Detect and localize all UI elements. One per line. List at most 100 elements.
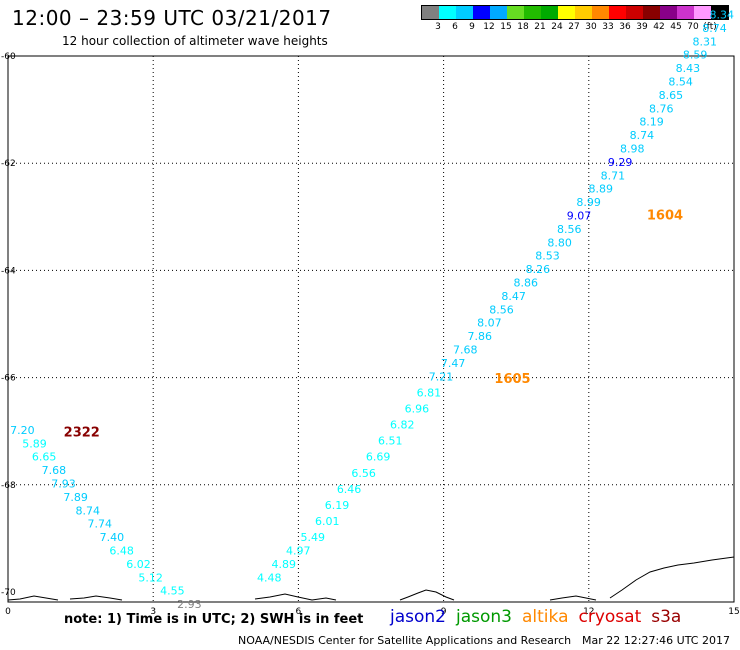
x-axis-tick: 3 [150, 607, 156, 617]
wave-height-point: 7.40 [100, 531, 125, 544]
wave-height-labels: 7.205.896.657.687.937.898.747.747.406.48… [10, 8, 734, 611]
wave-height-point: 4.97 [286, 544, 311, 557]
y-axis-tick: -66 [1, 374, 16, 384]
legend-tick: 42 [653, 22, 665, 32]
wave-height-point: 8.99 [576, 196, 601, 209]
x-axis-tick: 6 [296, 607, 302, 617]
wave-height-point: 8.53 [535, 250, 560, 263]
page-subtitle: 12 hour collection of altimeter wave hei… [62, 34, 328, 48]
wave-height-point: 7.21 [429, 370, 454, 383]
wave-height-point: 6.02 [126, 558, 151, 571]
legend-tick: 24 [551, 22, 563, 32]
wave-height-point: 8.26 [526, 263, 551, 276]
wave-height-point: 6.81 [417, 386, 442, 399]
wave-height-point: 8.54 [668, 75, 693, 88]
wave-height-point: 4.48 [257, 571, 282, 584]
satellite-altika: altika [522, 607, 569, 627]
wave-height-point: 7.86 [468, 330, 493, 343]
wave-height-point: 4.55 [160, 585, 185, 598]
satellite-cryosat: cryosat [578, 607, 642, 627]
legend-color-bar [421, 5, 729, 20]
legend-swatch [575, 6, 592, 19]
track-label: 1604 [647, 208, 683, 223]
legend-swatch [558, 6, 575, 19]
legend-tick: 9 [469, 22, 475, 32]
wave-height-point: 7.74 [88, 518, 113, 531]
wave-height-point: 8.34 [710, 8, 735, 21]
legend-swatch [626, 6, 643, 19]
wave-height-point: 8.76 [649, 102, 674, 115]
wave-height-point: 7.93 [51, 477, 76, 490]
x-axis-tick: 12 [583, 607, 594, 617]
wave-height-point: 9.07 [567, 209, 592, 222]
legend-tick: 21 [534, 22, 546, 32]
map-gridlines [8, 56, 734, 602]
wave-height-point: 6.48 [109, 544, 134, 557]
wave-height-point: 6.96 [405, 402, 430, 415]
wave-height-point: 8.80 [547, 236, 572, 249]
track-label: 2322 [64, 426, 100, 441]
y-axis-tick: -70 [1, 588, 16, 598]
wave-height-point: 8.86 [513, 276, 538, 289]
y-axis-tick: -62 [1, 159, 16, 169]
map-axis-labels: 0 3 6 9 12 15 -60 -62 -64 -66 -68 -70 [1, 52, 740, 617]
coastline [7, 556, 735, 601]
legend-tick: 70 [687, 22, 699, 32]
legend-tick: 30 [585, 22, 597, 32]
satellite-jason3: jason3 [456, 607, 512, 627]
legend-swatch [473, 6, 490, 19]
wave-height-point: 7.68 [42, 464, 67, 477]
legend-swatch [524, 6, 541, 19]
footer-note: note: 1) Time is in UTC; 2) SWH is in fe… [64, 612, 364, 627]
legend-tick: 45 [670, 22, 682, 32]
legend-swatch [422, 6, 439, 19]
map-frame [7, 55, 735, 603]
wave-height-point: 8.65 [659, 89, 684, 102]
wave-height-point: 6.01 [315, 515, 340, 528]
wave-height-point: 8.47 [501, 290, 526, 303]
legend-tick: 12 [483, 22, 495, 32]
legend-swatch [694, 6, 711, 19]
wave-height-point: 5.89 [22, 437, 47, 450]
wave-height-point: 8.19 [639, 116, 664, 129]
wave-height-point: 6.56 [351, 467, 376, 480]
legend-tick: 36 [619, 22, 631, 32]
legend-swatch [541, 6, 558, 19]
legend-swatch [643, 6, 660, 19]
wave-height-point: 8.56 [557, 223, 582, 236]
legend-swatch [711, 6, 728, 19]
legend-swatch [609, 6, 626, 19]
wave-height-point: 8.74 [630, 129, 655, 142]
wave-height-point: 4.89 [271, 558, 296, 571]
y-axis-tick: -68 [1, 481, 16, 491]
wave-height-point: 7.20 [10, 424, 35, 437]
wave-height-point: 7.68 [453, 343, 478, 356]
wave-height-point: 6.65 [32, 451, 57, 464]
wave-height-point: 8.71 [601, 169, 626, 182]
y-axis-tick: -60 [1, 52, 16, 62]
wave-height-point: 8.74 [75, 504, 100, 517]
legend-tick: 39 [636, 22, 648, 32]
wave-height-point: 9.29 [608, 156, 633, 169]
x-axis-tick: 15 [728, 607, 739, 617]
wave-height-point: 8.43 [676, 62, 701, 75]
legend-swatch [677, 6, 694, 19]
track-label: 1605 [494, 372, 530, 387]
wave-height-point: 6.51 [378, 435, 403, 448]
wave-height-point: 6.19 [325, 499, 350, 512]
wave-height-point: 5.49 [301, 531, 326, 544]
legend-swatch [592, 6, 609, 19]
timestamp: Mar 22 12:27:46 UTC 2017 [582, 634, 730, 647]
satellite-legend: jason2 jason3 altika cryosat s3a [390, 607, 691, 627]
wave-height-point: 6.82 [390, 419, 415, 432]
legend-tick: 18 [517, 22, 529, 32]
wave-height-point: 8.31 [693, 35, 718, 48]
satellite-jason2: jason2 [390, 607, 446, 627]
legend-tick: 15 [500, 22, 512, 32]
wave-height-point: 5.12 [138, 571, 163, 584]
page-title: 12:00 – 23:59 UTC 03/21/2017 [12, 6, 332, 30]
wave-height-point: 8.07 [477, 317, 502, 330]
legend-tick: 3 [435, 22, 441, 32]
legend-tick-labels: 3 6 9 12 15 18 21 24 27 30 33 36 39 42 45 70 (ft) [421, 20, 729, 34]
credit-line: NOAA/NESDIS Center for Satellite Applica… [238, 634, 572, 647]
